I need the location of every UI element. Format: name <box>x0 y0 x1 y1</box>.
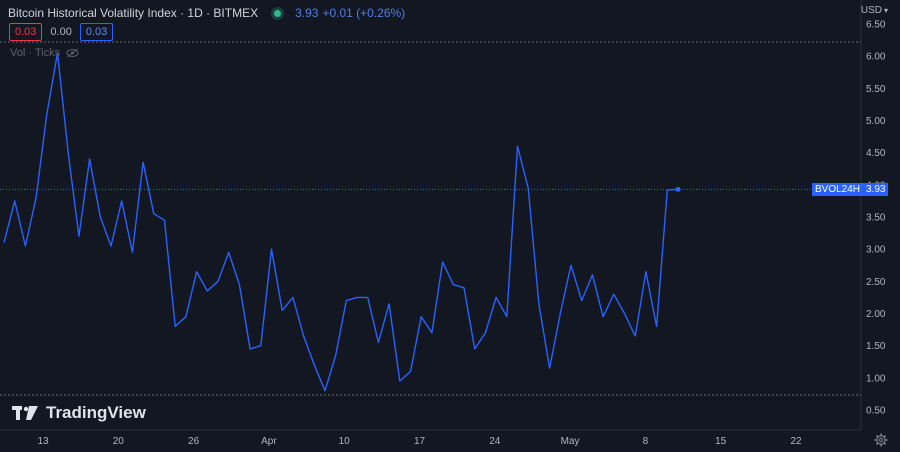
spread-value: 0.00 <box>50 26 72 38</box>
x-tick-label: 22 <box>790 436 802 447</box>
last-price-tag: 3.93 <box>863 183 889 196</box>
x-tick-label: 24 <box>489 436 501 447</box>
x-tick-label: 10 <box>339 436 351 447</box>
x-tick-label: 8 <box>643 436 649 447</box>
last-point-marker <box>675 186 681 192</box>
y-tick-label: 3.00 <box>866 245 886 256</box>
x-tick-label: 15 <box>715 436 727 447</box>
volume-legend: Vol · Ticks <box>10 47 79 59</box>
x-tick-label: 20 <box>113 436 125 447</box>
tradingview-logo-icon <box>12 406 38 420</box>
x-tick-label: 13 <box>37 436 49 447</box>
y-tick-label: 4.50 <box>866 148 886 159</box>
market-status-icon <box>274 9 282 17</box>
x-tick-label: 26 <box>188 436 200 447</box>
x-tick-label: May <box>561 436 580 447</box>
gear-icon[interactable] <box>874 433 888 447</box>
y-tick-label: 3.50 <box>866 213 886 224</box>
y-tick-label: 1.00 <box>866 373 886 384</box>
buy-button[interactable]: 0.03 <box>79 23 114 41</box>
y-tick-label: 0.50 <box>866 406 886 417</box>
currency-label: USD <box>860 5 882 16</box>
y-tick-label: 5.50 <box>866 84 886 95</box>
x-tick-label: 17 <box>414 436 426 447</box>
last-value: 3.93 <box>295 6 319 20</box>
logo-text: TradingView <box>46 403 146 422</box>
y-tick-label: 2.50 <box>866 277 886 288</box>
series-name-tag: BVOL24H <box>812 183 864 196</box>
tradingview-logo[interactable]: TradingView <box>12 403 146 423</box>
sell-button[interactable]: 0.03 <box>9 23 43 41</box>
y-tick-label: 5.00 <box>866 116 886 127</box>
chart-title: Bitcoin Historical Volatility Index · 1D… <box>8 6 259 20</box>
y-tick-label: 1.50 <box>866 341 886 352</box>
bid-ask-panel: 0.03 0.00 0.03 <box>9 23 114 41</box>
x-tick-label: Apr <box>261 436 277 447</box>
y-tick-label: 6.50 <box>866 20 886 31</box>
change-value: +0.01 (+0.26%) <box>322 6 406 20</box>
chevron-down-icon: ▾ <box>883 6 888 15</box>
volume-label: Vol · Ticks <box>10 47 61 59</box>
y-tick-label: 6.00 <box>866 52 886 63</box>
series-line-bvol24h <box>3 52 679 392</box>
eye-hidden-icon[interactable] <box>66 48 79 58</box>
chart-header: Bitcoin Historical Volatility Index · 1D… <box>8 5 405 21</box>
currency-selector[interactable]: USD ▾ <box>861 5 888 16</box>
y-tick-label: 2.00 <box>866 309 886 320</box>
